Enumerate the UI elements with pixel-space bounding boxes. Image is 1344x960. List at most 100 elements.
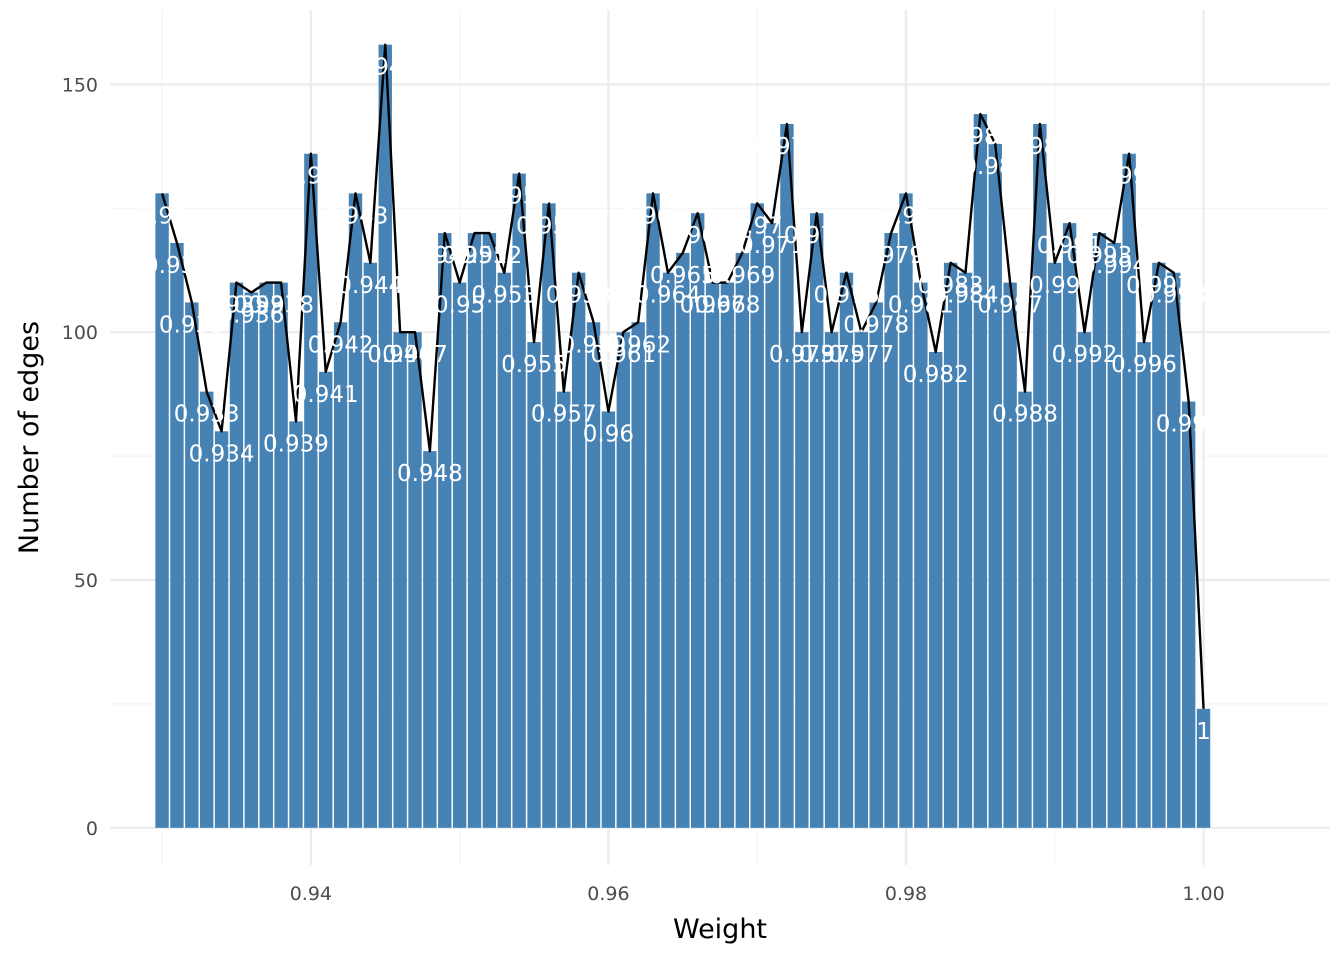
bar — [155, 193, 169, 828]
bar — [527, 342, 541, 828]
bar — [1122, 153, 1136, 828]
bar — [363, 262, 378, 828]
bar-data-label: 0.939 — [263, 431, 329, 457]
bar-data-label: 0.933 — [174, 402, 240, 428]
bar — [1077, 332, 1092, 828]
bar — [824, 332, 839, 828]
bar-data-label: 0.991 — [1037, 233, 1103, 259]
bar-data-label: 0.94 — [285, 164, 336, 190]
bar — [765, 223, 779, 828]
bar-data-label: 0.931 — [144, 253, 210, 279]
bar — [1018, 391, 1032, 828]
bar-data-label: 0.961 — [590, 342, 656, 368]
x-axis-title: Weight — [673, 914, 767, 945]
bar — [393, 332, 407, 828]
bar-data-label: 0.974 — [784, 223, 850, 249]
count-line — [160, 43, 1205, 709]
bar — [259, 282, 273, 828]
data-labels-layer: 0.930.9310.9320.9330.9340.9350.9360.9370… — [136, 55, 1221, 745]
axes-layer: 0.94 0.96 0.98 1.00 0 50 100 150 — [62, 74, 1225, 905]
bar — [170, 242, 184, 828]
bar — [601, 411, 616, 828]
bar — [542, 203, 556, 828]
bar-data-label: 0.987 — [977, 293, 1043, 319]
bar-data-label: 0.934 — [189, 441, 255, 467]
bar — [557, 391, 571, 828]
bar-data-label: 0.951 — [442, 243, 508, 269]
bar-data-label: 0.958 — [546, 283, 612, 309]
bar — [423, 451, 437, 828]
y-tick-label: 50 — [74, 570, 98, 592]
bar-data-label: 0.938 — [248, 293, 314, 319]
bar — [884, 233, 898, 828]
bar-data-label: 0.959 — [561, 332, 627, 358]
bar — [780, 124, 794, 828]
bar-data-label: 0.992 — [1052, 342, 1118, 368]
bar — [839, 272, 854, 828]
bar — [735, 252, 750, 828]
bar — [244, 292, 259, 828]
bar — [571, 272, 586, 828]
bar — [705, 282, 720, 828]
bar — [1167, 272, 1181, 828]
bar — [304, 153, 318, 828]
bar-data-label: 0.943 — [323, 203, 389, 229]
bar — [1196, 708, 1211, 828]
bar-data-label: 0.976 — [814, 283, 880, 309]
bar — [929, 352, 943, 828]
bar — [274, 282, 288, 828]
bar-data-label: 0.932 — [159, 312, 225, 338]
bar — [452, 282, 467, 828]
bar-data-label: 0.957 — [531, 402, 597, 428]
x-tick-label: 0.98 — [885, 883, 927, 905]
bar-data-label: 0.96 — [583, 421, 634, 447]
bar-data-label: 0.954 — [486, 184, 552, 210]
bar — [333, 322, 348, 828]
bar — [720, 282, 735, 828]
bar-data-label: 0.975 — [799, 342, 865, 368]
bar — [482, 233, 497, 828]
bar-data-label: 0.95 — [434, 293, 485, 319]
bar-data-label: 0.986 — [962, 154, 1028, 180]
bar-data-label: 0.971 — [739, 233, 805, 259]
bar-data-label: 0.981 — [888, 293, 954, 319]
bar — [854, 332, 869, 828]
bar-data-label: 0.945 — [352, 55, 418, 81]
bar-data-label: 0.941 — [293, 382, 359, 408]
bar-data-label: 0.989 — [1007, 134, 1073, 160]
bar-data-label: 0.968 — [695, 293, 761, 319]
bar-data-label: 0.985 — [947, 124, 1013, 150]
bar-data-label: 0.998 — [1141, 283, 1207, 309]
bar — [512, 173, 526, 828]
bar-data-label: 0.962 — [605, 332, 671, 358]
bar — [973, 114, 988, 828]
bar — [1003, 282, 1017, 828]
bar — [319, 371, 333, 828]
bar-data-label: 0.994 — [1081, 253, 1147, 279]
bar-data-label: 0.969 — [709, 263, 775, 289]
bar — [899, 193, 913, 828]
bar — [1107, 242, 1121, 828]
bar — [497, 272, 511, 828]
bar — [661, 272, 675, 828]
bar — [200, 391, 214, 828]
y-tick-label: 150 — [62, 74, 98, 96]
bar-data-label: 0.984 — [933, 283, 999, 309]
bar-data-label: 0.988 — [992, 402, 1058, 428]
bar-data-label: 0.995 — [1096, 164, 1162, 190]
bar-data-label: 0.973 — [769, 342, 835, 368]
bar-data-label: 0.993 — [1066, 243, 1132, 269]
bar — [214, 431, 229, 828]
bar — [289, 421, 303, 828]
bar — [690, 213, 705, 828]
bar-data-label: 0.977 — [828, 342, 894, 368]
bar — [646, 193, 660, 828]
bar-data-label: 0.98 — [880, 203, 931, 229]
bar — [750, 203, 764, 828]
bar — [438, 233, 452, 828]
bar — [467, 233, 482, 828]
y-axis-title: Number of edges — [14, 321, 45, 554]
bar-data-label: 0.952 — [456, 243, 522, 269]
bar-data-label: 0.999 — [1156, 412, 1222, 438]
bar — [943, 262, 958, 828]
